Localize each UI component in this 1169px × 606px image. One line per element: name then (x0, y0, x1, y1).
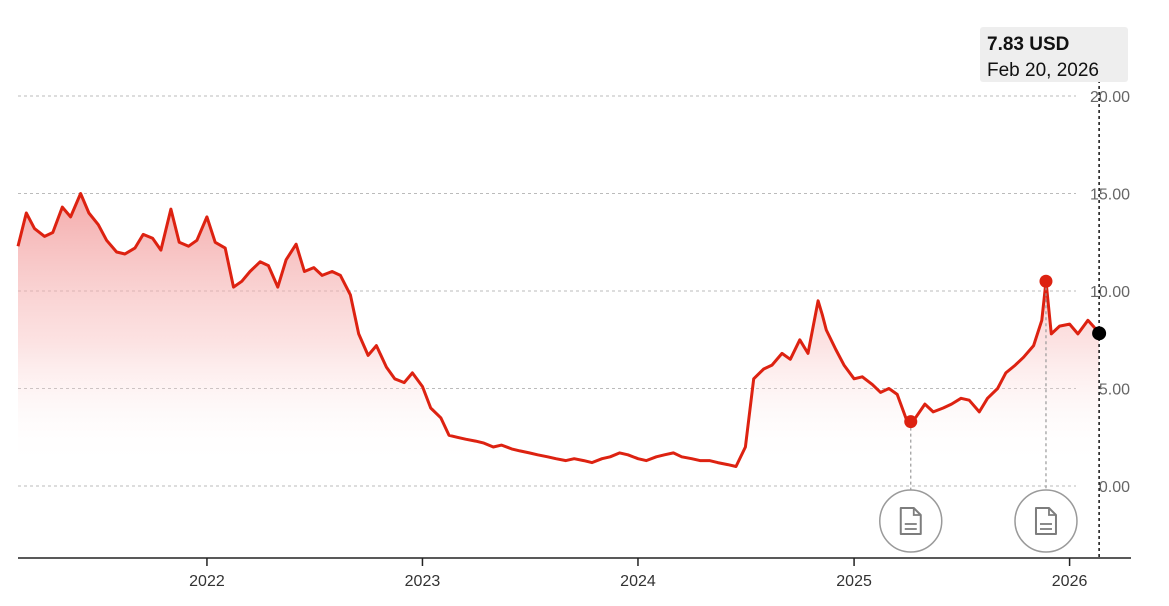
document-icon-sheet (899, 507, 922, 535)
crosshair (1092, 80, 1107, 558)
event-point[interactable] (904, 415, 918, 429)
document-icon-fold (1048, 508, 1056, 516)
price-tooltip: 7.83 USD Feb 20, 2026 (980, 27, 1128, 82)
y-axis-ticks: 0.00 5.00 10.00 15.00 20.00 (1090, 89, 1130, 496)
tooltip-background (980, 27, 1128, 82)
y-tick-label: 0.00 (1099, 479, 1130, 496)
x-axis-ticks: 2022 2023 2024 2025 2026 (189, 558, 1087, 590)
x-tick-label: 2025 (836, 573, 872, 590)
document-icon[interactable] (879, 489, 943, 553)
current-price-point[interactable] (1092, 326, 1107, 341)
document-icon-sheet (1034, 507, 1057, 535)
event-markers (879, 274, 1078, 553)
price-area-fill (18, 193, 1100, 467)
y-tick-label: 15.00 (1090, 187, 1130, 204)
y-tick-label: 20.00 (1090, 89, 1130, 106)
x-tick-label: 2023 (405, 573, 441, 590)
y-tick-label: 5.00 (1099, 382, 1130, 399)
x-tick-label: 2026 (1052, 573, 1088, 590)
tooltip-date: Feb 20, 2026 (987, 60, 1099, 81)
event-point[interactable] (1039, 274, 1053, 288)
x-tick-label: 2024 (620, 573, 656, 590)
price-line (16, 192, 1101, 468)
document-icon-fold (912, 508, 921, 516)
document-icon[interactable] (1014, 489, 1078, 553)
y-tick-label: 10.00 (1090, 284, 1130, 301)
tooltip-value: 7.83 USD (987, 34, 1069, 55)
x-tick-label: 2022 (189, 573, 225, 590)
